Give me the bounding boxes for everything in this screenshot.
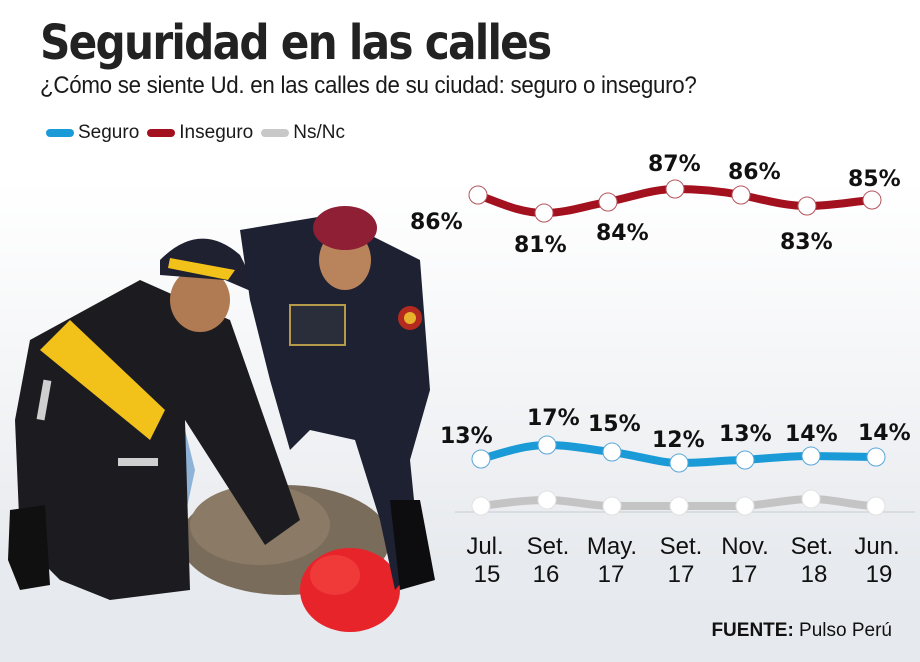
value-label: 14% [858,421,911,446]
inseguro-labels: 86% 81% 84% 87% 86% 83% 85% [410,152,901,258]
legend-label: Inseguro [179,122,254,143]
nsnc-points [471,489,886,516]
value-label: 86% [410,210,463,235]
x-tick-year: 17 [598,561,625,588]
x-tick-year: 17 [668,561,695,588]
value-label: 83% [780,230,833,255]
photo-police-arrest [8,206,435,632]
value-label: 13% [440,424,493,449]
chart-legend: Seguro Inseguro Ns/Nc [46,122,345,144]
x-tick-year: 18 [801,561,828,588]
value-label: 13% [719,422,772,447]
page-title: Seguridad en las calles [40,15,552,71]
x-tick-month: Set. [660,533,703,560]
x-tick-month: Set. [791,533,834,560]
value-label: 84% [596,221,649,246]
legend-item-nsnc: Ns/Nc [261,122,345,144]
x-tick-month: Nov. [721,533,769,560]
source-value: Pulso Perú [799,620,892,641]
nsnc-swatch-icon [261,129,290,137]
value-label: 87% [648,152,701,177]
value-label: 86% [728,160,781,185]
inseguro-points [468,179,882,223]
value-label: 85% [848,167,901,192]
value-label: 81% [514,233,567,258]
x-tick-month: Jun. [854,533,899,560]
page-subtitle: ¿Cómo se siente Ud. en las calles de su … [40,72,697,99]
legend-item-inseguro: Inseguro [147,122,253,144]
x-tick-year: 17 [731,561,758,588]
seguro-labels: 13% 17% 15% 12% 13% 14% 14% [440,406,911,453]
x-axis-labels: Jul. 15 Set. 16 May. 17 Set. 17 Nov. 17 … [466,533,899,588]
value-label: 15% [588,412,641,437]
legend-item-seguro: Seguro [46,122,139,144]
x-tick-year: 16 [533,561,560,588]
seguro-points [471,435,886,473]
legend-label: Seguro [78,122,140,143]
x-tick-year: 19 [866,561,893,588]
value-label: 17% [527,406,580,431]
x-tick-month: Set. [527,533,570,560]
seguro-swatch-icon [46,129,74,137]
value-label: 12% [652,428,705,453]
value-label: 14% [785,422,838,447]
legend-label: Ns/Nc [293,122,345,143]
x-tick-year: 15 [474,561,501,588]
source-label: FUENTE: [711,620,794,641]
x-tick-month: Jul. [466,533,503,560]
x-tick-month: May. [587,533,637,560]
inseguro-swatch-icon [147,129,176,137]
source-note: FUENTE: Pulso Perú [711,620,892,642]
